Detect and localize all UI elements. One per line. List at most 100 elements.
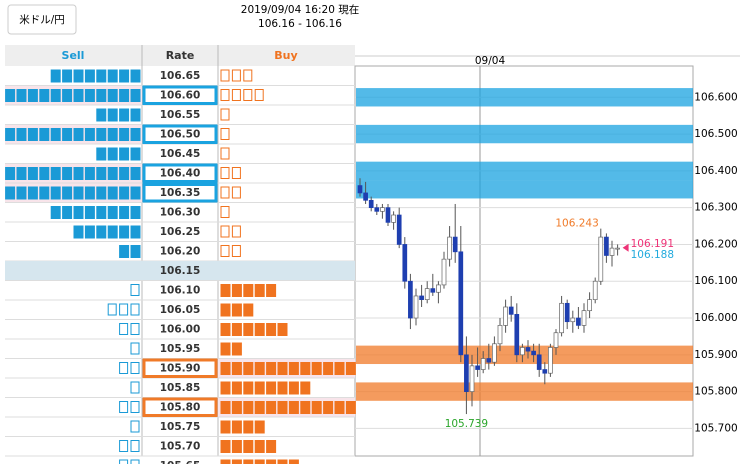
bid-label: 106.191 (631, 238, 674, 250)
sell-square (84, 225, 95, 239)
pair-button[interactable] (7, 4, 77, 35)
buy-square (231, 284, 242, 297)
y-tick-label: 105.700 (694, 422, 737, 434)
sell-square (62, 167, 73, 180)
buy-square (300, 401, 311, 414)
rate: 106.05 (160, 304, 201, 316)
candle-body (592, 280, 598, 300)
sell-square (107, 206, 118, 219)
rate: 105.90 (160, 362, 201, 374)
sell-square (130, 108, 141, 122)
sell-square (130, 245, 141, 258)
rate: 106.65 (160, 70, 201, 82)
ask-label: 106.188 (631, 249, 674, 261)
rate-band (356, 161, 693, 181)
sell-square (119, 459, 129, 468)
buy-square (243, 69, 253, 82)
candle-body (564, 302, 570, 323)
candle-body (430, 288, 436, 293)
candle-body (357, 185, 363, 194)
date-label: 09/04 (475, 55, 506, 67)
buy-square (254, 323, 265, 336)
buy-square (231, 381, 242, 395)
candle-body (559, 302, 564, 334)
candle-body (492, 343, 497, 363)
sell-square (130, 323, 140, 335)
sell-square (50, 167, 61, 180)
candle-body (486, 358, 492, 363)
sell-square (5, 128, 16, 141)
sell-square (96, 128, 107, 141)
rate: 106.55 (160, 109, 201, 121)
sell-square (119, 147, 130, 161)
candle-body (447, 236, 452, 260)
sell-square (119, 128, 130, 141)
buy-square (254, 89, 264, 101)
sell-square (96, 225, 107, 239)
y-tick-label: 106.000 (694, 312, 737, 324)
y-tick-label: 106.500 (694, 128, 737, 140)
y-tick-label: 106.100 (694, 275, 737, 287)
buy-square (231, 225, 241, 238)
sell-square (107, 147, 118, 161)
pair-button-label[interactable]: 米ドル/円 (19, 13, 65, 26)
rate: 105.95 (160, 343, 201, 355)
rate-highlight (142, 183, 218, 203)
rate-highlight (142, 358, 218, 378)
quote: 106.16 - 106.16 (258, 18, 342, 30)
sell-square (119, 89, 130, 102)
buy-square (220, 69, 230, 82)
sell-square (119, 225, 130, 239)
sell-square (96, 89, 107, 102)
candle-body (436, 284, 441, 293)
sell-square (119, 440, 129, 452)
candle-body (363, 192, 368, 201)
sell-square (107, 108, 118, 122)
candle-body (570, 317, 576, 323)
rate: 106.00 (160, 323, 201, 335)
rate-highlight (142, 85, 218, 105)
rate: 106.20 (160, 245, 201, 257)
bid-marker (622, 243, 629, 252)
buy-square (323, 362, 334, 375)
candle-body (368, 199, 374, 209)
candle-body (497, 325, 503, 345)
buy-square (231, 459, 242, 468)
sell-square (119, 303, 129, 316)
sell-square (84, 167, 95, 180)
rate: 105.75 (160, 421, 201, 433)
timestamp: 2019/09/04 16:20 現在 (241, 4, 359, 16)
sell-square (107, 303, 117, 316)
buy-square (243, 401, 254, 414)
sell-square (130, 167, 141, 180)
candle-body (408, 280, 413, 319)
buy-square (220, 459, 231, 468)
buy-square (231, 401, 242, 414)
buy-square (334, 362, 345, 375)
candle-body (536, 354, 542, 370)
sell-square (84, 69, 95, 83)
candle-body (520, 347, 525, 356)
candle-body (385, 207, 391, 223)
sell-square (130, 147, 141, 161)
candle-body (531, 350, 536, 356)
candle-body (542, 369, 548, 374)
buy-square (231, 167, 241, 179)
sell-square (96, 206, 107, 219)
buy-square (243, 459, 254, 468)
buy-square (231, 89, 241, 101)
candle-body (391, 214, 396, 223)
rate-highlight (142, 397, 218, 417)
buy-square (220, 225, 230, 238)
buy-square (277, 459, 288, 468)
candle-body (419, 295, 424, 300)
rate: 105.65 (160, 460, 201, 464)
buy-header: Buy (274, 49, 297, 62)
candle-body (374, 207, 380, 212)
candle-body (396, 214, 402, 245)
sell-square (119, 69, 130, 83)
sell-square (50, 186, 61, 200)
buy-square (220, 186, 230, 199)
rate-band (356, 382, 693, 401)
